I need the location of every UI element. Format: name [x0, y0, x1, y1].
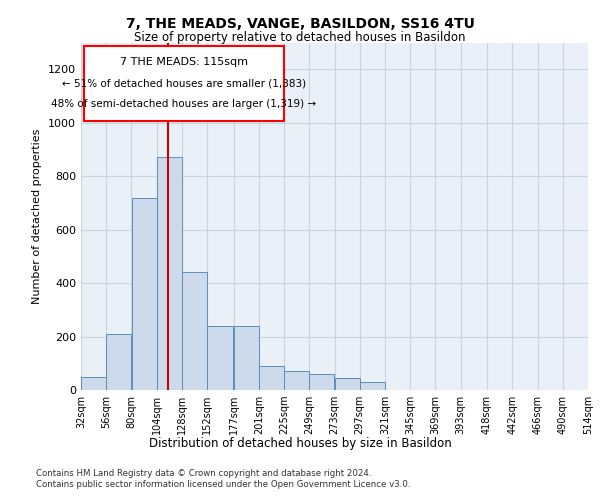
Bar [131, 198, 157, 390]
Bar [310, 374, 334, 390]
FancyBboxPatch shape [83, 46, 284, 120]
Bar [81, 376, 106, 390]
Y-axis label: Number of detached properties: Number of detached properties [32, 128, 43, 304]
Text: Distribution of detached houses by size in Basildon: Distribution of detached houses by size … [149, 438, 451, 450]
Bar [259, 366, 284, 390]
Bar [284, 372, 309, 390]
Text: Size of property relative to detached houses in Basildon: Size of property relative to detached ho… [134, 31, 466, 44]
Text: 7, THE MEADS, VANGE, BASILDON, SS16 4TU: 7, THE MEADS, VANGE, BASILDON, SS16 4TU [125, 18, 475, 32]
Bar [182, 272, 207, 390]
Bar [335, 378, 359, 390]
Text: ← 51% of detached houses are smaller (1,383): ← 51% of detached houses are smaller (1,… [62, 78, 306, 88]
Text: Contains public sector information licensed under the Open Government Licence v3: Contains public sector information licen… [36, 480, 410, 489]
Text: 7 THE MEADS: 115sqm: 7 THE MEADS: 115sqm [119, 58, 248, 68]
Bar [360, 382, 385, 390]
Bar [233, 326, 259, 390]
Text: Contains HM Land Registry data © Crown copyright and database right 2024.: Contains HM Land Registry data © Crown c… [36, 469, 371, 478]
Text: 48% of semi-detached houses are larger (1,319) →: 48% of semi-detached houses are larger (… [51, 100, 316, 110]
Bar [157, 158, 182, 390]
Bar [106, 334, 131, 390]
Bar [208, 326, 233, 390]
